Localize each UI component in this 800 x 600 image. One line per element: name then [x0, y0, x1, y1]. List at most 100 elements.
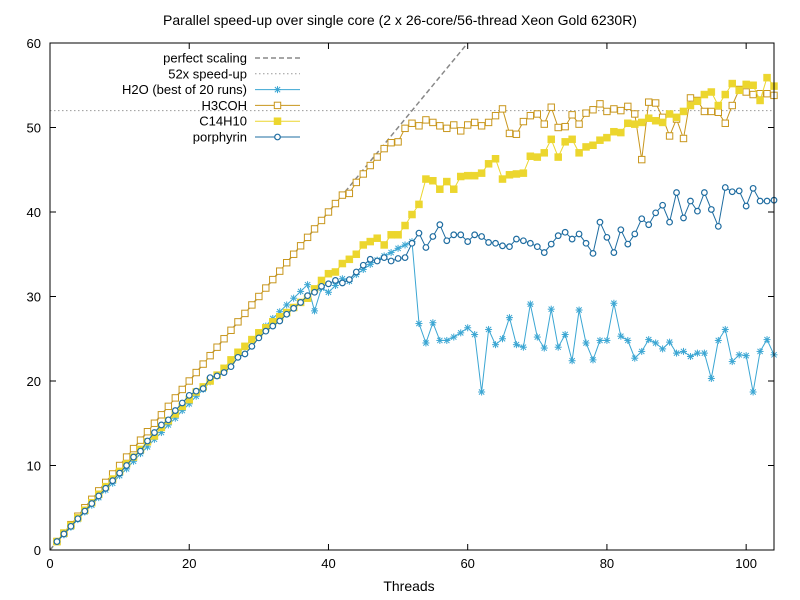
- x-axis-label: Threads: [383, 578, 434, 594]
- marker-stroke: [450, 334, 457, 341]
- data-point: [276, 317, 284, 325]
- marker-shape: [290, 304, 298, 312]
- data-point: [151, 429, 158, 436]
- data-point: [450, 333, 458, 341]
- marker-stroke: [395, 245, 402, 252]
- marker-shape: [463, 171, 472, 180]
- marker-stroke: [645, 336, 652, 343]
- data-point: [610, 299, 618, 307]
- data-point: [742, 352, 750, 360]
- marker-shape: [499, 242, 506, 250]
- y-axis: 0 10 20 30 40 50 60: [27, 36, 774, 558]
- data-point: [248, 335, 256, 344]
- marker-shape: [721, 119, 729, 127]
- data-point: [603, 107, 611, 116]
- data-point: [289, 250, 298, 258]
- marker-shape: [450, 121, 458, 129]
- marker-shape: [477, 169, 486, 177]
- marker-shape: [505, 171, 514, 179]
- data-point: [742, 202, 750, 210]
- data-point: [164, 416, 172, 424]
- y-tick-label: 0: [34, 543, 41, 558]
- marker-shape: [463, 121, 472, 129]
- marker-stroke: [743, 352, 750, 359]
- data-point: [512, 341, 520, 349]
- marker-shape: [213, 343, 221, 351]
- marker-shape: [129, 444, 138, 453]
- data-point: [679, 134, 688, 143]
- data-point: [429, 118, 437, 127]
- data-point: [345, 189, 354, 198]
- data-point: [74, 515, 82, 523]
- marker-shape: [645, 221, 653, 229]
- marker-shape: [394, 255, 402, 262]
- data-point: [561, 331, 569, 339]
- marker-shape: [273, 101, 282, 110]
- data-point: [213, 372, 221, 380]
- marker-shape: [561, 228, 569, 236]
- data-point: [436, 221, 444, 229]
- data-point: [436, 122, 444, 130]
- marker-shape: [651, 99, 660, 107]
- data-point: [116, 469, 124, 477]
- data-point: [756, 96, 764, 105]
- marker-shape: [498, 105, 507, 113]
- marker-shape: [756, 96, 764, 105]
- marker-shape: [359, 170, 367, 178]
- data-point: [478, 388, 486, 396]
- data-point: [721, 90, 730, 99]
- marker-shape: [213, 372, 221, 380]
- marker-shape: [596, 136, 604, 144]
- marker-stroke: [520, 344, 527, 351]
- data-point: [380, 254, 388, 262]
- data-point: [199, 360, 207, 368]
- data-point: [707, 374, 715, 382]
- data-point: [331, 199, 340, 208]
- marker-shape: [282, 259, 291, 267]
- data-point: [443, 237, 451, 245]
- data-point: [610, 105, 618, 113]
- marker-shape: [659, 201, 667, 209]
- data-point: [624, 240, 632, 248]
- marker-stroke: [415, 320, 422, 327]
- marker-shape: [707, 206, 715, 213]
- marker-shape: [273, 117, 282, 125]
- marker-shape: [687, 197, 694, 205]
- legend-label: H2O (best of 20 runs): [122, 82, 247, 97]
- marker-shape: [450, 185, 458, 193]
- data-point: [644, 114, 653, 122]
- marker-stroke: [290, 295, 297, 302]
- data-point: [742, 80, 750, 89]
- data-point: [325, 280, 332, 288]
- marker-shape: [206, 351, 214, 360]
- data-point: [582, 339, 590, 347]
- data-point: [470, 118, 479, 127]
- data-point: [248, 342, 256, 350]
- data-point: [269, 275, 277, 284]
- marker-shape: [617, 106, 625, 115]
- marker-shape: [512, 130, 521, 138]
- marker-stroke: [513, 341, 520, 348]
- data-point: [317, 276, 326, 285]
- data-point: [533, 243, 541, 251]
- data-point: [596, 336, 604, 344]
- marker-shape: [610, 249, 618, 256]
- marker-shape: [318, 282, 325, 290]
- data-point: [714, 222, 722, 230]
- data-point: [332, 277, 339, 284]
- marker-stroke: [729, 358, 736, 365]
- data-point: [206, 374, 214, 382]
- marker-stroke: [687, 353, 694, 360]
- data-point: [457, 329, 465, 337]
- marker-shape: [471, 231, 479, 239]
- marker-shape: [694, 207, 701, 215]
- marker-shape: [686, 101, 695, 110]
- data-point: [143, 428, 152, 436]
- data-point: [749, 81, 757, 89]
- data-point: [728, 188, 736, 196]
- marker-shape: [749, 184, 757, 192]
- marker-stroke: [694, 350, 701, 357]
- data-point: [199, 385, 207, 393]
- data-point: [206, 351, 214, 360]
- marker-shape: [456, 172, 465, 181]
